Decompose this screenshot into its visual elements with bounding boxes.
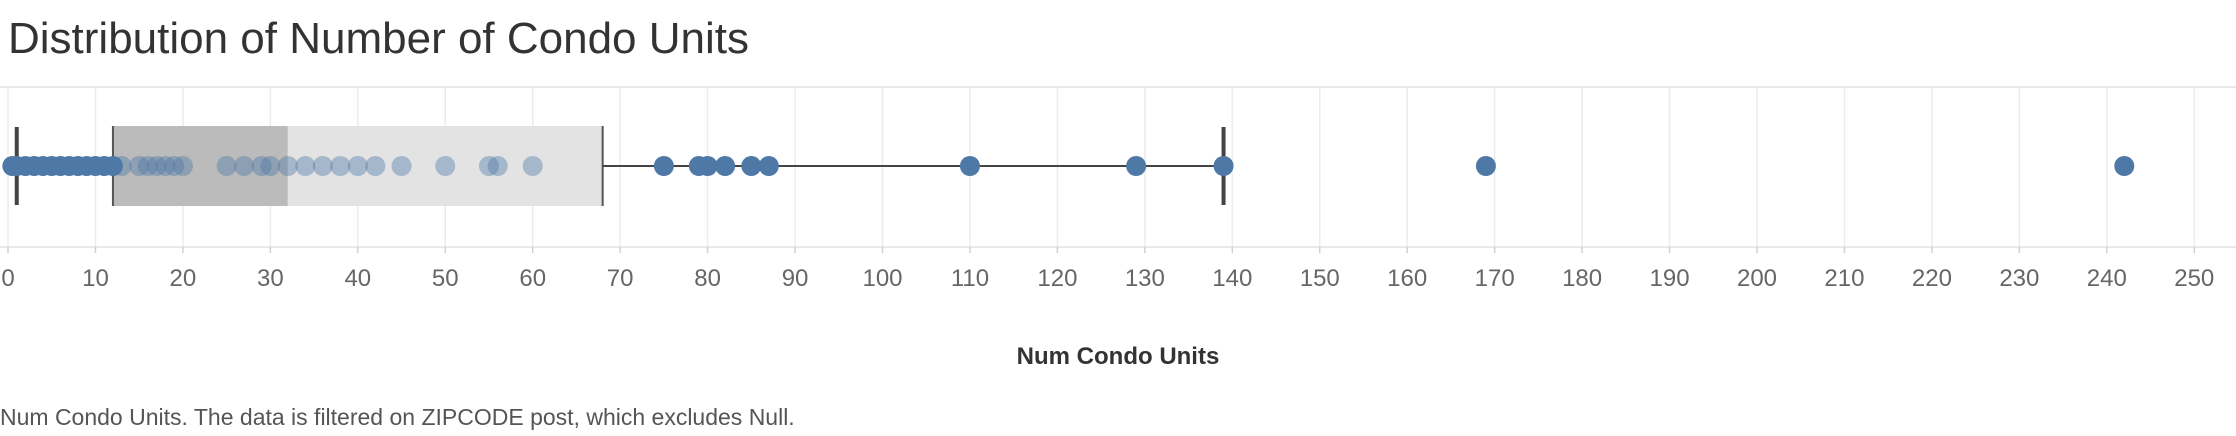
tick-label-100: 100	[862, 265, 902, 292]
data-point-37	[697, 156, 718, 176]
tick-label-0: 0	[1, 265, 14, 292]
tick-label-40: 40	[344, 265, 371, 292]
data-point-39	[741, 156, 762, 176]
tick-label-60: 60	[519, 265, 546, 292]
data-point-28	[347, 156, 368, 176]
tick-label-190: 190	[1650, 265, 1690, 292]
tick-label-150: 150	[1300, 265, 1340, 292]
data-point-13	[111, 156, 132, 176]
tick-label-160: 160	[1387, 265, 1427, 292]
tick-label-220: 220	[1912, 265, 1952, 292]
tick-label-50: 50	[432, 265, 459, 292]
data-point-41	[959, 156, 980, 176]
data-point-26	[312, 156, 333, 176]
data-point-16	[146, 156, 167, 176]
data-point-20	[216, 156, 237, 176]
data-point-43	[1213, 156, 1234, 176]
data-point-17	[155, 156, 176, 176]
tick-label-130: 130	[1125, 265, 1165, 292]
data-point-27	[330, 156, 351, 176]
data-points	[2, 156, 2135, 176]
tick-label-120: 120	[1037, 265, 1077, 292]
tick-label-90: 90	[782, 265, 809, 292]
tick-label-20: 20	[170, 265, 197, 292]
tick-label-240: 240	[2087, 265, 2127, 292]
data-point-35	[653, 156, 674, 176]
data-point-29	[365, 156, 386, 176]
data-point-23	[260, 156, 281, 176]
data-point-40	[758, 156, 779, 176]
data-point-31	[435, 156, 456, 176]
data-point-33	[487, 156, 508, 176]
chart-caption: Num Condo Units. The data is filtered on…	[0, 404, 795, 430]
data-point-42	[1126, 156, 1147, 176]
data-point-24	[277, 156, 298, 176]
data-point-44	[1475, 156, 1496, 176]
box-plot-box	[111, 126, 604, 206]
data-point-12	[102, 156, 123, 176]
box-plot-chart: 0 10 20 30 40 50 60 70 80 90 100 110 120 130 140 150 160…	[0, 86, 2236, 370]
tick-label-230: 230	[1999, 265, 2039, 292]
data-point-38	[715, 156, 736, 176]
tick-label-210: 210	[1824, 265, 1864, 292]
data-point-25	[295, 156, 316, 176]
tick-label-80: 80	[694, 265, 721, 292]
data-point-14	[129, 156, 150, 176]
data-point-19	[172, 156, 193, 176]
chart-title: Distribution of Number of Condo Units	[8, 14, 749, 63]
data-point-18	[164, 156, 185, 176]
tick-label-180: 180	[1562, 265, 1602, 292]
tick-label-170: 170	[1475, 265, 1515, 292]
box-upper-half	[287, 126, 603, 206]
data-point-32	[478, 156, 499, 176]
tick-label-70: 70	[607, 265, 634, 292]
data-point-34	[522, 156, 543, 176]
data-point-15	[137, 156, 158, 176]
tick-label-140: 140	[1212, 265, 1252, 292]
x-axis-title: Num Condo Units	[1017, 343, 1220, 370]
data-point-21	[234, 156, 255, 176]
tick-label-200: 200	[1737, 265, 1777, 292]
data-point-30	[391, 156, 412, 176]
tick-label-250: 250	[2174, 265, 2214, 292]
box-lower-half	[112, 126, 288, 206]
data-point-22	[251, 156, 272, 176]
tick-label-110: 110	[951, 265, 989, 292]
x-axis-ticks: 0 10 20 30 40 50 60 70 80 90 100 110 120 130 140 150 160…	[1, 247, 2214, 292]
tick-label-10: 10	[82, 265, 109, 292]
tick-label-30: 30	[257, 265, 284, 292]
data-point-45	[2114, 156, 2135, 176]
